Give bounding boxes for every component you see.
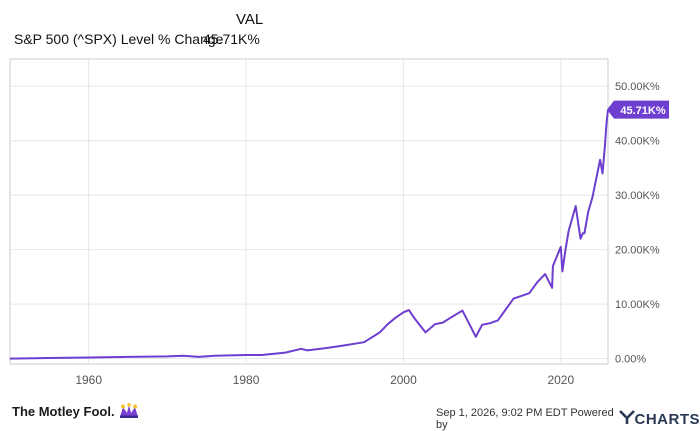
y-tick-label: 50.00K%: [615, 81, 660, 93]
ycharts-y-icon: [619, 409, 635, 429]
timestamp: Sep 1, 2026, 9:02 PM EDT Powered by CHAR…: [436, 407, 700, 431]
y-tick-label: 20.00K%: [615, 245, 660, 257]
y-tick-label: 40.00K%: [615, 136, 660, 148]
x-tick-label: 1980: [233, 373, 260, 387]
motley-fool-wordmark: The Motley Fool.: [12, 404, 115, 419]
x-tick-label: 1960: [75, 373, 102, 387]
motley-fool-logo[interactable]: The Motley Fool.: [12, 403, 140, 419]
plot-area: [10, 59, 608, 364]
x-tick-label: 2020: [547, 373, 574, 387]
y-tick-label: 10.00K%: [615, 299, 660, 311]
footer: The Motley Fool. Sep 1, 2026, 9:02 PM ED…: [0, 393, 700, 428]
timestamp-text: Sep 1, 2026, 9:02 PM EDT Powered by: [436, 407, 615, 431]
y-tick-label: 0.00%: [615, 354, 646, 366]
line-chart[interactable]: 0.00% 10.00K% 20.00K% 30.00K% 40.00K% 50.00K%…: [0, 0, 700, 393]
y-tick-label: 30.00K%: [615, 190, 660, 202]
ycharts-wordmark: CHARTS: [635, 411, 700, 428]
x-tick-label: 2000: [390, 373, 417, 387]
ycharts-logo[interactable]: CHARTS: [619, 409, 700, 429]
jester-cap-icon: [118, 403, 140, 419]
end-value-label: 45.71K%: [620, 105, 665, 117]
